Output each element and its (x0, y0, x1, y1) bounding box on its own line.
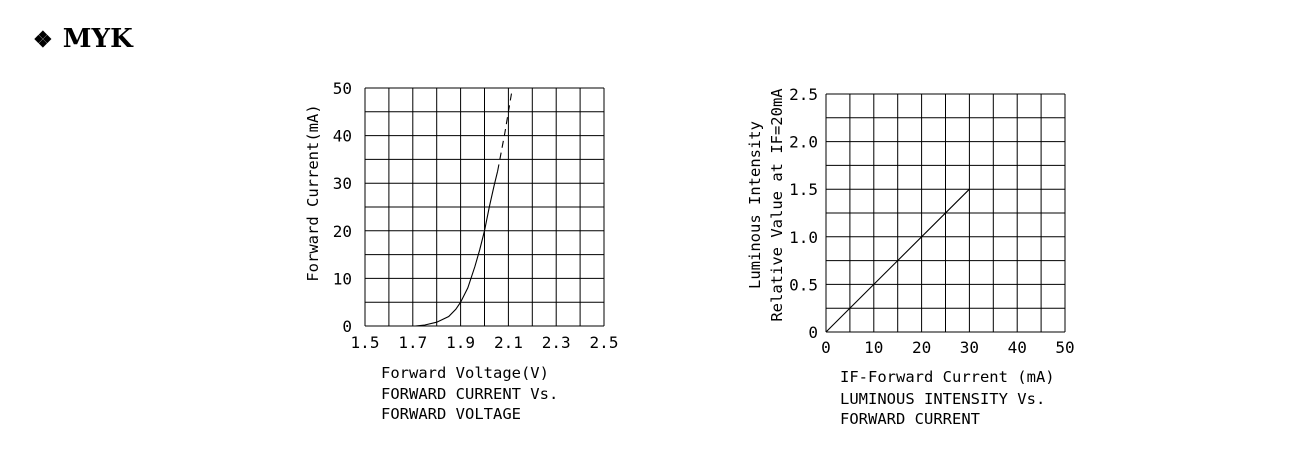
y-tick-label: 1.5 (789, 180, 818, 199)
y-tick-label: 0 (808, 323, 818, 342)
y-tick-label: 20 (333, 222, 352, 241)
page-title-text: MYK (62, 24, 133, 54)
x-tick-label: 40 (1008, 338, 1027, 357)
x-tick-label: 10 (864, 338, 883, 357)
luminous-intensity-vs-current-chart: 0 10 20 30 40 50 0 0.5 1.0 1.5 2.0 2.5 IF-Forward Cu… (746, 85, 1075, 428)
x-tick-label: 2.3 (542, 333, 571, 352)
x-tick-label: 2.5 (590, 333, 619, 352)
x-tick-label: 30 (960, 338, 979, 357)
y-tick-label: 2.5 (789, 85, 818, 104)
y-tick-label: 50 (333, 79, 352, 98)
page-title: ❖ MYK (33, 24, 133, 54)
diamond-bullet-icon: ❖ (33, 27, 53, 53)
x-tick-label: 50 (1055, 338, 1074, 357)
chart-caption-line: FORWARD CURRENT Vs. (381, 385, 558, 403)
x-tick-label: 0 (821, 338, 831, 357)
y-axis-label: Luminous Intensity (746, 121, 764, 289)
series-line (825, 188, 970, 333)
y-tick-label: 0.5 (789, 275, 818, 294)
forward-current-vs-voltage-chart: 1.5 1.7 1.9 2.1 2.3 2.5 0 10 20 30 40 50 Forward Vol… (304, 79, 618, 423)
x-tick-label: 1.7 (398, 333, 427, 352)
chart-caption-line: LUMINOUS INTENSITY Vs. (840, 390, 1045, 408)
y-tick-label: 2.0 (789, 133, 818, 152)
y-axis-label: Forward Current(mA) (304, 104, 322, 281)
series-line-dashed (497, 90, 513, 172)
y-tick-label: 30 (333, 174, 352, 193)
x-tick-label: 1.5 (351, 333, 380, 352)
y-tick-label: 10 (333, 269, 352, 288)
x-tick-label: 1.9 (446, 333, 475, 352)
chart-caption-line: FORWARD CURRENT (840, 410, 980, 428)
y-tick-label: 0 (342, 317, 352, 336)
y-axis-label: Relative Value at IF=20mA (768, 88, 786, 322)
series-line (415, 171, 499, 327)
x-tick-label: 2.1 (494, 333, 523, 352)
x-axis-label: IF-Forward Current (mA) (840, 368, 1055, 386)
x-axis-label: Forward Voltage(V) (381, 364, 549, 382)
grid (364, 87, 605, 327)
x-tick-label: 20 (912, 338, 931, 357)
chart-caption-line: FORWARD VOLTAGE (381, 405, 521, 423)
y-tick-label: 40 (333, 127, 352, 146)
y-tick-label: 1.0 (789, 228, 818, 247)
